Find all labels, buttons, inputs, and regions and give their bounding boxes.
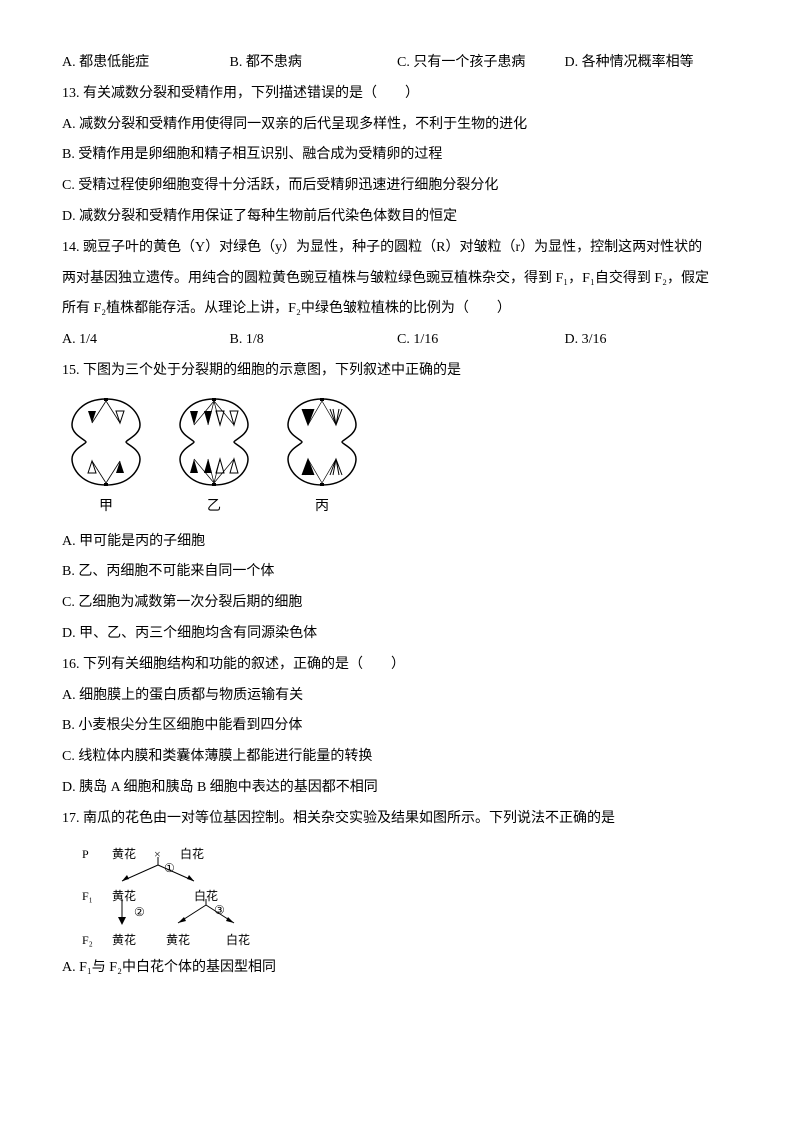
cell-jia-label: 甲 [99,492,113,523]
cell-diagrams: 甲 乙 [62,395,732,523]
cross-mark1: ① [164,855,175,881]
cross-arrow-3 [166,897,256,927]
cell-jia-svg [62,395,150,490]
q15-option-d: D. 甲、乙、丙三个细胞均含有同源染色体 [62,619,732,650]
q16-option-b: B. 小麦根尖分生区细胞中能看到四分体 [62,711,732,742]
q12-option-c: C. 只有一个孩子患病 [397,48,565,79]
cell-bing: 丙 [278,395,366,523]
q13-option-a: A. 减数分裂和受精作用使得同一双亲的后代呈现多样性，不利于生物的进化 [62,110,732,141]
cross-arrow-2 [112,899,132,927]
cell-bing-svg [278,395,366,490]
q13-option-c: C. 受精过程使卵细胞变得十分活跃，而后受精卵迅速进行细胞分裂分化 [62,171,732,202]
cross-f2-yellow2: 黄花 [166,927,190,953]
cross-p: P [82,841,89,867]
cell-jia: 甲 [62,395,150,523]
q12-options: A. 都患低能症 B. 都不患病 C. 只有一个孩子患病 D. 各种情况概率相等 [62,48,732,79]
q12-option-d: D. 各种情况概率相等 [565,48,733,79]
cross-mark2: ② [134,899,145,925]
cell-yi: 乙 [170,395,258,523]
q14-option-a: A. 1/4 [62,325,230,356]
q16-stem: 16. 下列有关细胞结构和功能的叙述，正确的是（ ） [62,650,732,681]
cross-f1: F₁ [82,883,93,909]
cross-f2-white: 白花 [226,927,250,953]
cross-f2-yellow1: 黄花 [112,927,136,953]
q16-option-d: D. 胰岛 A 细胞和胰岛 B 细胞中表达的基因都不相同 [62,773,732,804]
q12-option-b: B. 都不患病 [230,48,398,79]
q14-option-c: C. 1/16 [397,325,565,356]
q13-option-d: D. 减数分裂和受精作用保证了每种生物前后代染色体数目的恒定 [62,202,732,233]
cross-arrow-1 [102,855,222,885]
cell-yi-svg [170,395,258,490]
q16-option-c: C. 线粒体内膜和类囊体薄膜上都能进行能量的转换 [62,742,732,773]
q17-stem: 17. 南瓜的花色由一对等位基因控制。相关杂交实验及结果如图所示。下列说法不正确… [62,804,732,835]
cell-bing-label: 丙 [315,492,329,523]
cross-mark3: ③ [214,897,225,923]
q13-stem: 13. 有关减数分裂和受精作用，下列描述错误的是（ ） [62,79,732,110]
q14-stem-line3: 所有 F₂植株都能存活。从理论上讲，F₂中绿色皱粒植株的比例为（ ） [62,294,732,325]
q17-option-a: A. F₁与 F₂中白花个体的基因型相同 [62,953,732,984]
q15-option-b: B. 乙、丙细胞不可能来自同一个体 [62,557,732,588]
q14-stem-line2: 两对基因独立遗传。用纯合的圆粒黄色豌豆植株与皱粒绿色豌豆植株杂交，得到 F₁，F… [62,264,732,295]
q16-option-a: A. 细胞膜上的蛋白质都与物质运输有关 [62,681,732,712]
q14-stem-line1: 14. 豌豆子叶的黄色（Y）对绿色（y）为显性，种子的圆粒（R）对皱粒（r）为显… [62,233,732,264]
cross-f2: F₂ [82,927,93,953]
q14-options: A. 1/4 B. 1/8 C. 1/16 D. 3/16 [62,325,732,356]
q14-option-b: B. 1/8 [230,325,398,356]
cross-diagram: P 黄花 × 白花 ① F₁ 黄花 白花 ② ③ F₂ 黄花 黄花 白花 [82,841,302,951]
q14-option-d: D. 3/16 [565,325,733,356]
q15-option-a: A. 甲可能是丙的子细胞 [62,527,732,558]
q12-option-a: A. 都患低能症 [62,48,230,79]
cell-yi-label: 乙 [207,492,221,523]
q15-stem: 15. 下图为三个处于分裂期的细胞的示意图，下列叙述中正确的是 [62,356,732,387]
q15-option-c: C. 乙细胞为减数第一次分裂后期的细胞 [62,588,732,619]
q13-option-b: B. 受精作用是卵细胞和精子相互识别、融合成为受精卵的过程 [62,140,732,171]
